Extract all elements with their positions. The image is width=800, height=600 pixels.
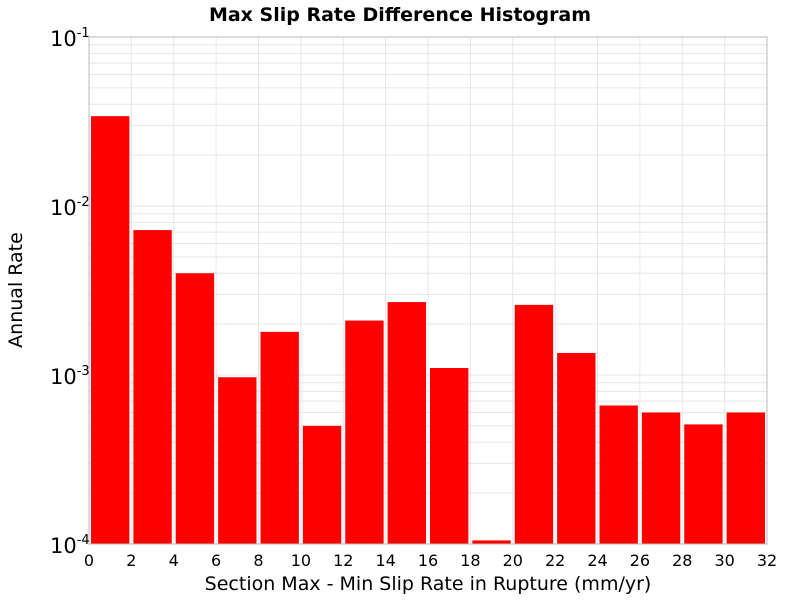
x-tick-label: 30 — [714, 551, 734, 570]
x-tick-label: 4 — [169, 551, 179, 570]
histogram-bar — [387, 302, 426, 544]
x-tick-label: 6 — [211, 551, 221, 570]
x-tick-label: 12 — [333, 551, 353, 570]
histogram-bar — [175, 273, 215, 544]
y-tick-label: 10-3 — [50, 364, 90, 389]
histogram-bar — [91, 116, 130, 545]
y-tick-label: 10-4 — [50, 533, 90, 558]
histogram-bar — [430, 368, 469, 544]
histogram-bar — [514, 304, 554, 544]
histogram-bar — [260, 331, 299, 544]
x-tick-label: 16 — [418, 551, 438, 570]
x-tick-label: 26 — [630, 551, 650, 570]
x-tick-labels: 0 2 4 6 8 10 12 14 16 18 20 22 24 26 28 30 32 — [84, 551, 777, 570]
x-tick-label: 18 — [460, 551, 480, 570]
y-axis-label: Annual Rate — [5, 232, 27, 348]
x-axis-label: Section Max - Min Slip Rate in Rupture (… — [205, 573, 652, 595]
x-tick-label: 24 — [587, 551, 607, 570]
histogram-bar — [472, 540, 511, 544]
x-tick-label: 20 — [503, 551, 523, 570]
x-tick-label: 28 — [672, 551, 692, 570]
histogram-bar — [726, 412, 765, 544]
x-tick-label: 8 — [253, 551, 263, 570]
x-tick-label: 22 — [545, 551, 565, 570]
plot-area-border — [88, 36, 768, 545]
histogram-bar — [641, 412, 681, 544]
y-tick-label: 10-1 — [50, 26, 90, 51]
y-tick-labels: 10-4 10-3 10-2 10-1 — [50, 26, 90, 558]
histogram-bar — [345, 320, 384, 544]
chart-title: Max Slip Rate Difference Histogram — [209, 4, 591, 26]
histogram-bar — [557, 352, 596, 544]
x-tick-label: 2 — [126, 551, 136, 570]
x-tick-label: 0 — [84, 551, 94, 570]
histogram-bar — [133, 230, 172, 544]
x-tick-label: 10 — [291, 551, 311, 570]
histogram-bar — [218, 377, 257, 544]
bars — [91, 116, 765, 545]
histogram-bar — [684, 424, 723, 544]
histogram-bar — [302, 425, 342, 544]
y-tick-label: 10-2 — [50, 195, 90, 220]
histogram-bar — [599, 405, 638, 544]
x-tick-label: 32 — [757, 551, 777, 570]
x-tick-label: 14 — [375, 551, 395, 570]
